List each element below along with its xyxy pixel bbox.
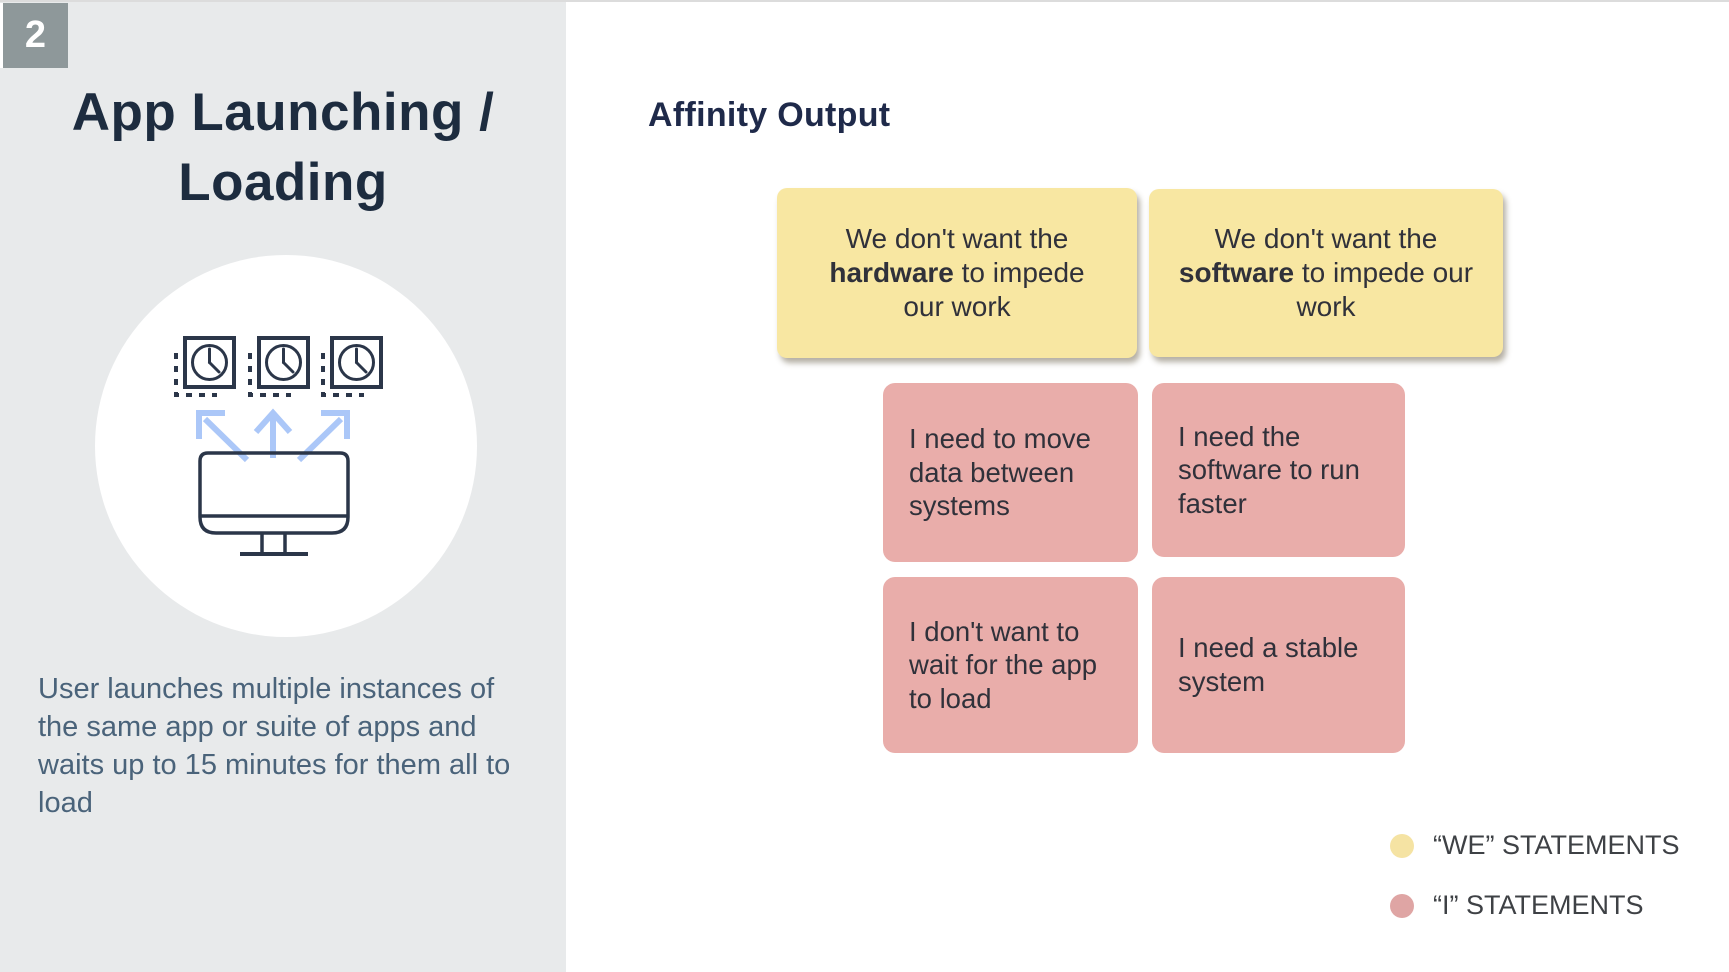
i-note-software-faster-text: I need the software to run faster [1178,420,1360,519]
slide-description: User launches multiple instances of the … [38,673,511,819]
legend-label-we: “WE” STATEMENTS [1433,830,1680,860]
we-note-software: We don't want the software to impede our… [1149,189,1503,357]
affinity-output-heading: Affinity Output [648,96,891,134]
we-note-hardware-text: We don't want the hardware to impede our… [829,222,1085,323]
app-loading-icon [174,336,383,556]
legend-item-i: “I” STATEMENTS [1390,890,1710,921]
legend-label-i: “I” STATEMENTS [1433,890,1644,920]
legend: “WE” STATEMENTS “I” STATEMENTS [1390,830,1710,950]
i-note-move-data: I need to move data between systems [883,383,1138,562]
i-note-stable-system: I need a stable system [1152,577,1405,753]
i-statements-dot-icon [1390,893,1414,918]
i-note-move-data-text: I need to move data between systems [909,423,1091,522]
sidebar-panel: 2 App Launching / Loading [0,2,566,972]
i-note-wait-app-load: I don't want to wait for the app to load [883,577,1138,753]
i-note-stable-system-text: I need a stable system [1178,632,1359,697]
slide-title: App Launching / Loading [71,83,495,212]
dashed-shadow-squares [174,353,364,397]
clocks-icon [183,336,383,389]
we-statements-dot-icon [1390,833,1414,858]
we-note-hardware: We don't want the hardware to impede our… [777,188,1137,358]
i-note-software-faster: I need the software to run faster [1152,383,1405,557]
i-note-wait-app-load-text: I don't want to wait for the app to load [909,615,1098,714]
slide-number: 2 [24,14,47,56]
icon-circle [95,255,477,637]
page-top-border [0,0,1729,2]
monitor-icon [198,451,350,556]
legend-item-we: “WE” STATEMENTS [1390,830,1710,861]
we-note-software-text: We don't want the software to impede our… [1178,222,1474,323]
slide-number-badge: 2 [3,3,68,68]
